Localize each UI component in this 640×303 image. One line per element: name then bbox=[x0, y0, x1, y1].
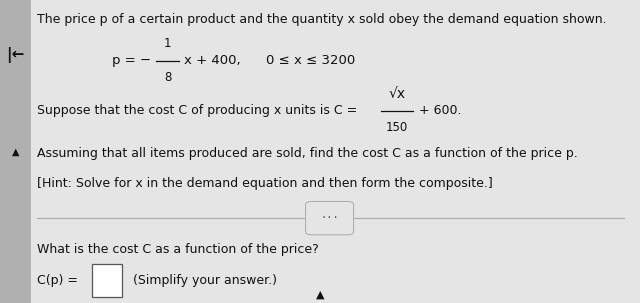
FancyBboxPatch shape bbox=[306, 201, 354, 235]
Text: The price p of a certain product and the quantity x sold obey the demand equatio: The price p of a certain product and the… bbox=[37, 13, 607, 26]
Text: x + 400,: x + 400, bbox=[184, 54, 240, 67]
Text: √x: √x bbox=[388, 87, 405, 101]
Text: [Hint: Solve for x in the demand equation and then form the composite.]: [Hint: Solve for x in the demand equatio… bbox=[37, 177, 493, 190]
Text: + 600.: + 600. bbox=[419, 104, 461, 117]
Text: 0 ≤ x ≤ 3200: 0 ≤ x ≤ 3200 bbox=[266, 54, 355, 67]
Text: p = −: p = − bbox=[112, 54, 151, 67]
Text: 1: 1 bbox=[164, 38, 172, 50]
FancyBboxPatch shape bbox=[92, 264, 122, 297]
Text: Assuming that all items produced are sold, find the cost C as a function of the : Assuming that all items produced are sol… bbox=[37, 147, 578, 159]
Text: (Simplify your answer.): (Simplify your answer.) bbox=[125, 274, 278, 287]
Text: ▲: ▲ bbox=[12, 146, 19, 157]
Text: ▲: ▲ bbox=[316, 290, 324, 300]
Text: 150: 150 bbox=[386, 121, 408, 134]
Text: |←: |← bbox=[6, 47, 24, 62]
Text: ···: ··· bbox=[320, 213, 339, 223]
Text: C(p) =: C(p) = bbox=[37, 274, 78, 287]
Text: 8: 8 bbox=[164, 71, 172, 84]
Text: What is the cost C as a function of the price?: What is the cost C as a function of the … bbox=[37, 244, 319, 256]
Text: Suppose that the cost C of producing x units is C =: Suppose that the cost C of producing x u… bbox=[37, 104, 357, 117]
